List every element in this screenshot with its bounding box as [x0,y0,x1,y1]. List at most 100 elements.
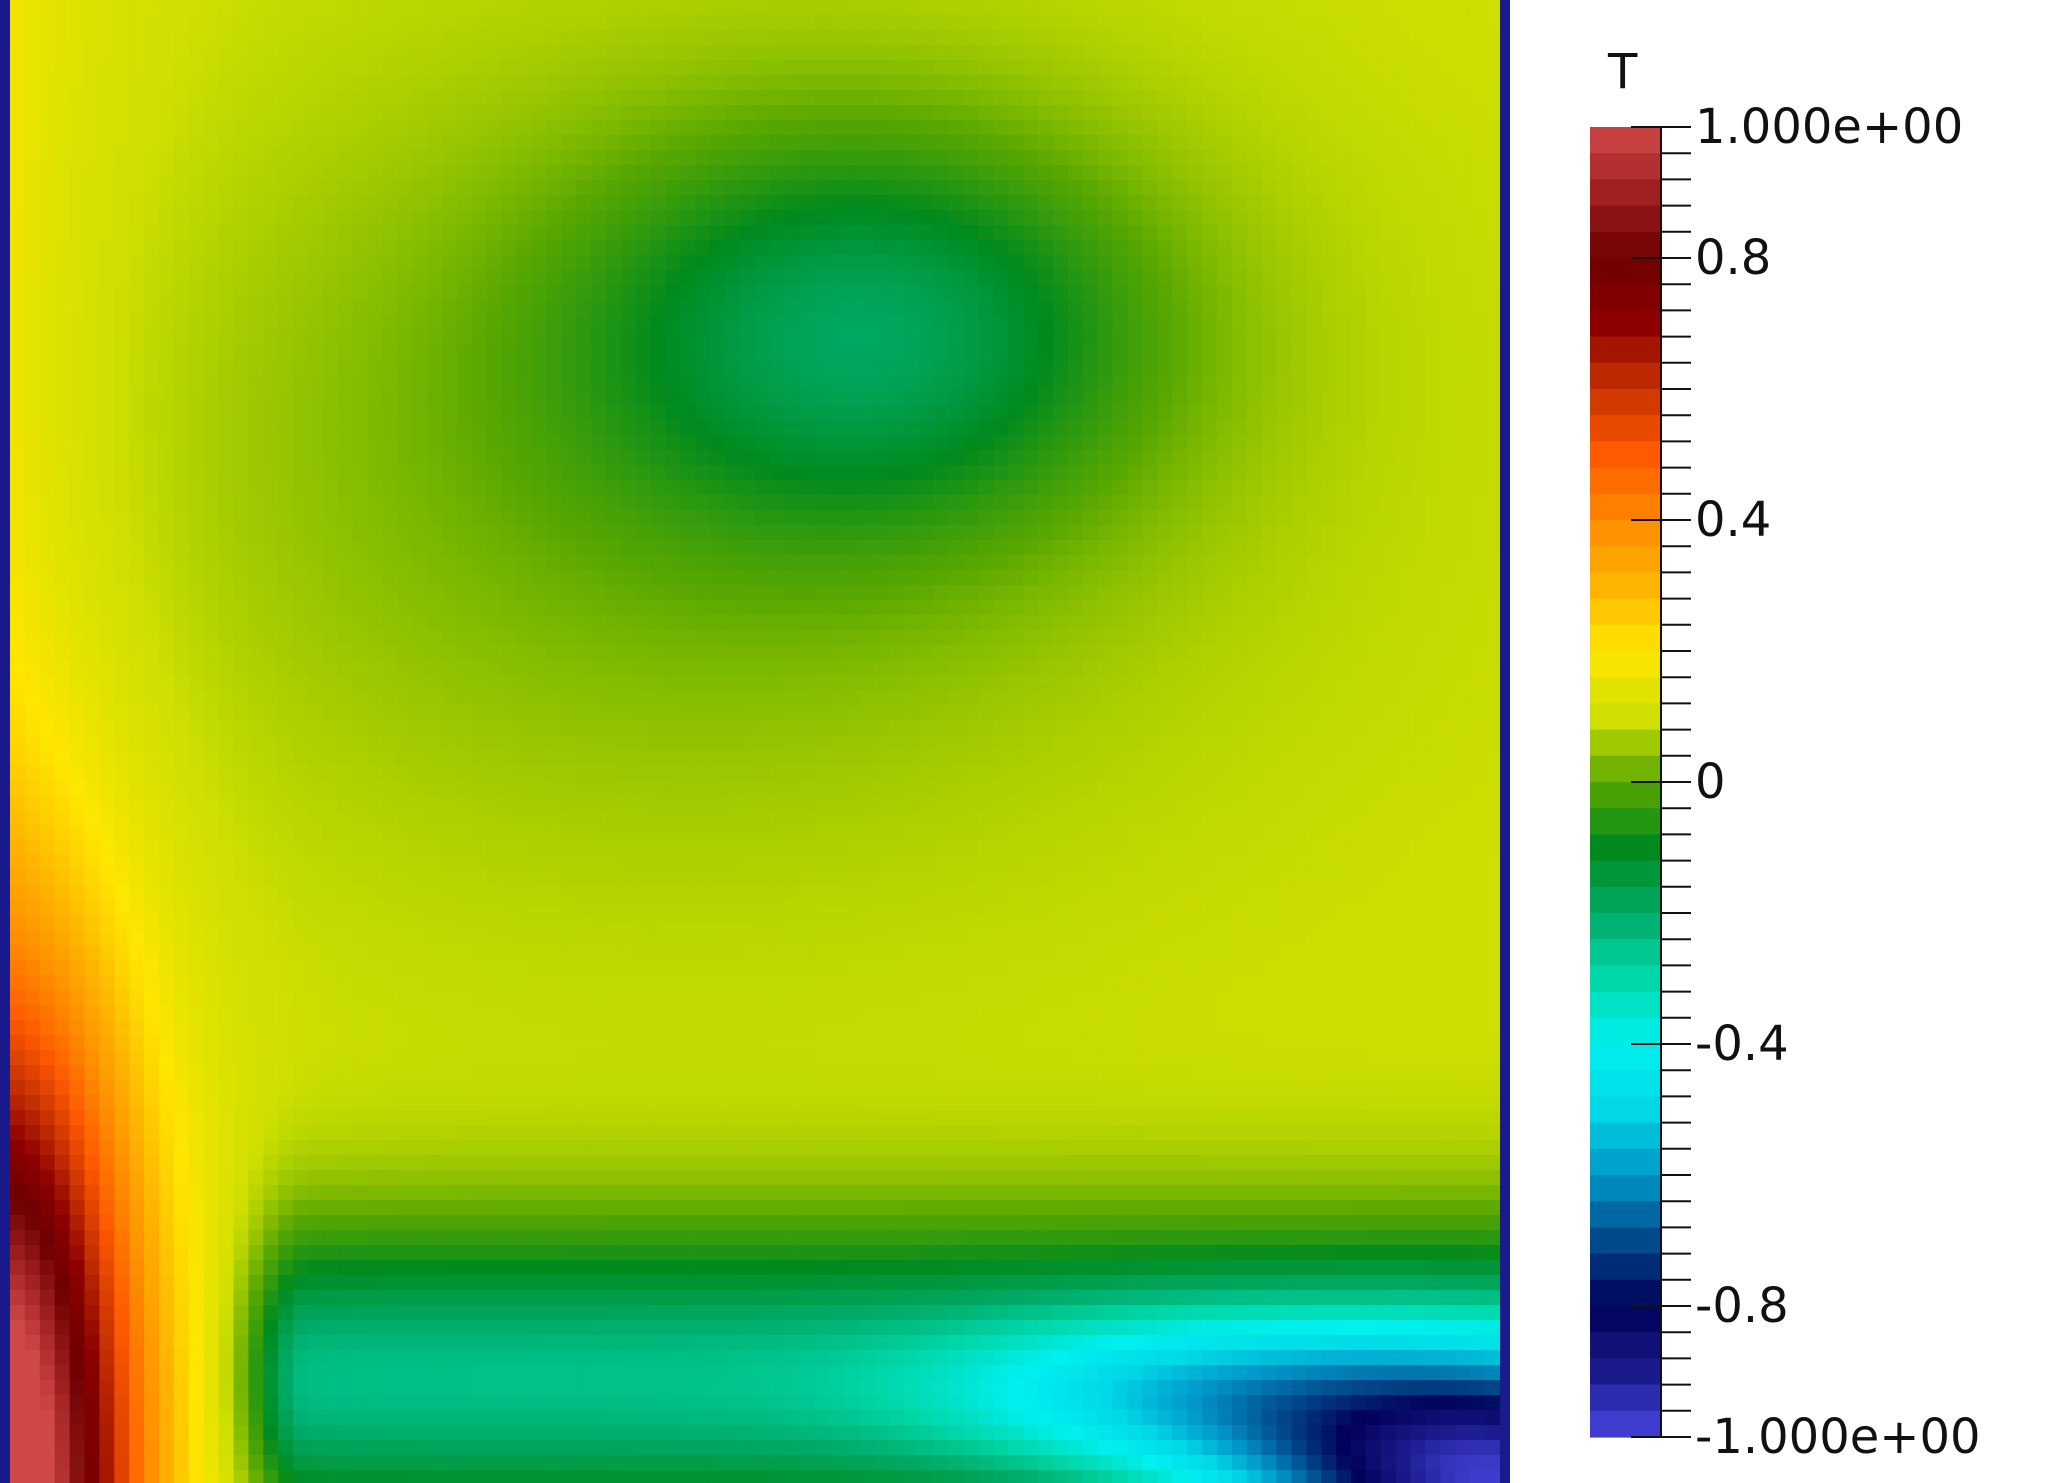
field-cell [665,510,682,526]
field-cell [1276,180,1292,196]
field-cell [769,300,786,316]
field-cell [24,555,41,571]
field-cell [635,465,652,481]
field-cell [99,90,115,106]
field-cell [1470,315,1486,331]
field-cell [725,45,741,61]
field-cell [516,570,533,586]
field-cell [1276,675,1292,691]
field-cell [218,645,235,661]
field-cell [1023,270,1039,286]
field-cell [144,240,160,256]
field-cell [173,330,190,346]
field-cell [606,75,622,91]
field-cell [1231,435,1248,451]
field-cell [740,240,756,256]
field-cell [397,300,413,316]
field-cell [144,225,160,241]
field-cell [427,150,443,166]
field-cell [546,585,562,601]
field-cell [1470,510,1486,526]
field-cell [308,225,324,241]
field-cell [412,195,428,211]
field-cell [471,480,488,496]
field-cell [114,720,130,736]
field-cell [1097,255,1114,271]
field-cell [1470,210,1486,226]
field-cell [1127,735,1143,751]
field-cell [725,90,741,106]
field-cell [457,690,473,706]
field-cell [1276,90,1292,106]
field-cell [710,510,726,526]
field-cell [159,405,175,421]
field-cell [829,660,845,676]
field-cell [10,690,26,706]
field-cell [1276,630,1292,646]
field-cell [561,720,577,736]
field-cell [889,30,905,46]
field-cell [1082,735,1099,751]
field-cell [10,135,26,151]
field-cell [1306,660,1322,676]
field-cell [1053,240,1069,256]
field-cell [159,105,175,121]
field-cell [1365,615,1382,631]
field-cell [799,300,816,316]
field-cell [650,390,667,406]
field-cell [784,330,801,346]
field-cell [1306,675,1322,691]
field-cell [1142,720,1158,736]
field-cell [710,570,726,586]
field-cell [993,690,1009,706]
field-cell [337,390,354,406]
field-cell [173,195,190,211]
field-cell [248,150,264,166]
field-cell [471,105,488,121]
field-cell [1187,450,1203,466]
field-cell [874,30,890,46]
field-cell [293,555,309,571]
field-cell [844,450,860,466]
field-cell [635,105,652,121]
field-cell [1395,60,1412,76]
field-cell [367,390,384,406]
field-cell [382,555,398,571]
field-cell [784,105,801,121]
field-cell [635,420,652,436]
field-cell [471,255,488,271]
field-cell [248,105,264,121]
field-cell [606,600,622,616]
field-cell [740,450,756,466]
field-cell [308,150,324,166]
field-cell [1067,300,1084,316]
field-cell [1246,195,1263,211]
field-cell [1321,585,1337,601]
field-cell [1425,255,1441,271]
field-cell [1202,195,1218,211]
field-cell [531,135,547,151]
field-cell [531,570,547,586]
field-cell [576,285,592,301]
field-cell [516,210,533,226]
field-cell [99,480,115,496]
field-cell [144,690,160,706]
field-cell [188,150,205,166]
field-cell [695,450,711,466]
field-cell [1291,195,1307,211]
field-cell [173,285,190,301]
field-cell [606,465,622,481]
field-cell [993,600,1009,616]
field-cell [844,150,860,166]
field-cell [829,45,845,61]
field-cell [1395,720,1412,736]
field-cell [1023,705,1039,721]
field-cell [10,435,26,451]
field-cell [874,60,890,76]
field-cell [963,600,980,616]
field-cell [978,570,994,586]
field-cell [144,210,160,226]
field-cell [859,465,875,481]
field-cell [576,75,592,91]
field-cell [188,480,205,496]
